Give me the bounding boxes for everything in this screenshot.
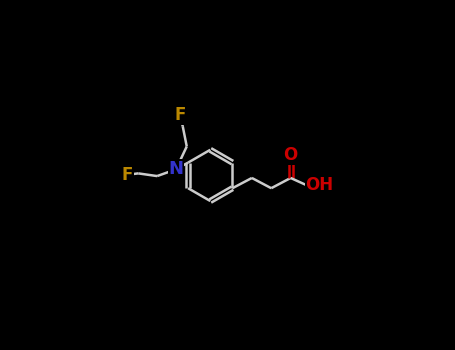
Text: F: F [174, 106, 186, 125]
Text: OH: OH [305, 176, 334, 194]
Text: O: O [283, 146, 298, 164]
Text: F: F [122, 166, 133, 184]
Text: N: N [168, 160, 183, 178]
